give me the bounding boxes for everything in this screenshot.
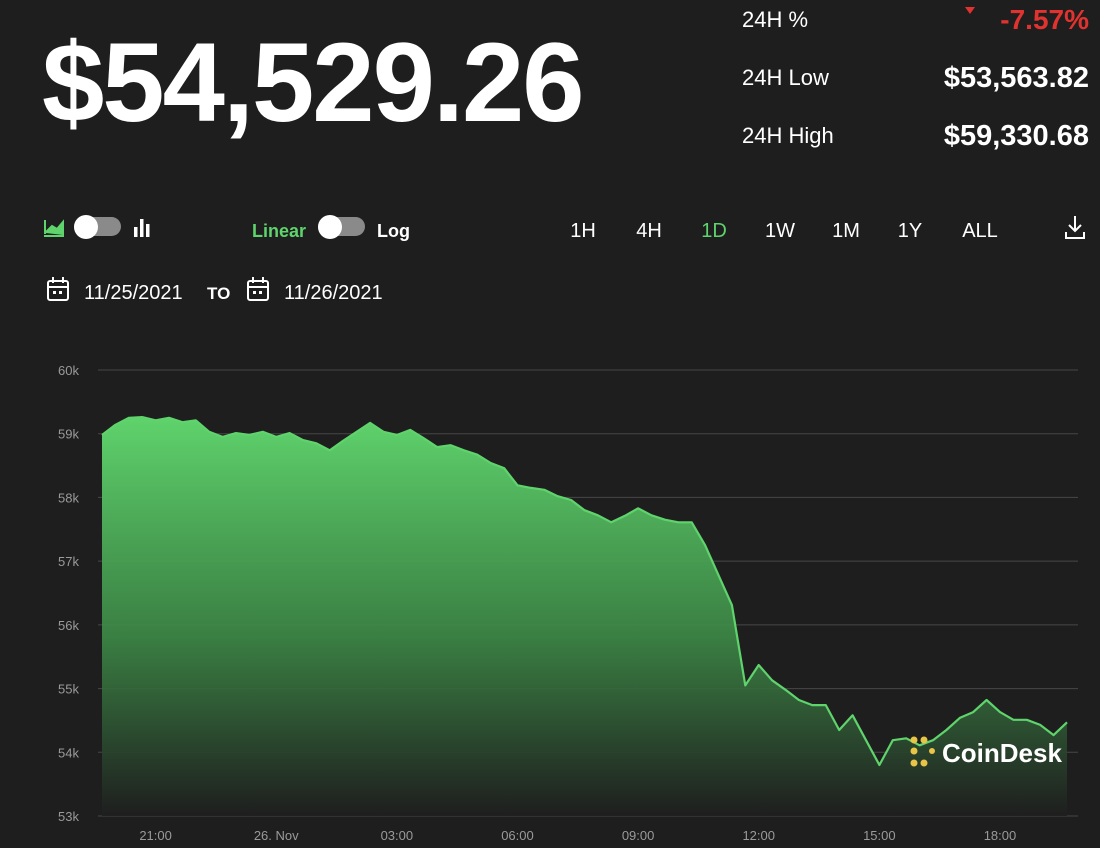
- y-tick-label: 58k: [58, 490, 79, 505]
- y-tick-label: 53k: [58, 809, 79, 824]
- y-tick-label: 55k: [58, 682, 79, 697]
- range-button[interactable]: 1H: [570, 220, 596, 242]
- date-separator: TO: [207, 284, 230, 303]
- down-arrow: [965, 7, 975, 14]
- calendar-icon[interactable]: [47, 277, 69, 301]
- range-buttons: 1H 4H 1D 1W 1M 1Y ALL: [570, 220, 998, 242]
- area: [102, 417, 1067, 816]
- x-tick-label: 09:00: [622, 828, 655, 843]
- x-tick-label: 06:00: [501, 828, 534, 843]
- stats: 24H % -7.57% 24H Low $53,563.82 24H High $59,…: [742, 4, 1089, 152]
- plot: 53k 54k 55k 56k 57k 58k 59k 60k 21:00 26. Nov 03:0…: [58, 363, 1078, 843]
- stat-label: 24H Low: [742, 65, 829, 90]
- stat-label: 24H High: [742, 123, 834, 148]
- range-button[interactable]: 1M: [832, 220, 860, 242]
- scale-option[interactable]: Log: [377, 221, 410, 241]
- line: [101, 416, 1068, 767]
- y-tick-label: 54k: [58, 745, 79, 760]
- x-tick-label: 26. Nov: [254, 828, 299, 843]
- price: $54,529.26: [42, 20, 583, 145]
- type-toggle[interactable]: [74, 215, 121, 239]
- stat-value: $59,330.68: [944, 120, 1089, 152]
- range-button[interactable]: 1W: [765, 220, 795, 242]
- range-button[interactable]: 1D: [701, 220, 727, 242]
- stat-value: $53,563.82: [944, 62, 1089, 94]
- scale-toggle[interactable]: [318, 215, 365, 239]
- x-tick-label: 18:00: [984, 828, 1017, 843]
- y-tick-label: 57k: [58, 554, 79, 569]
- y-tick-label: 59k: [58, 427, 79, 442]
- calendar-icon[interactable]: [247, 277, 269, 301]
- date-from[interactable]: 11/25/2021: [84, 282, 183, 304]
- watermark-logo: [910, 736, 935, 767]
- watermark: CoinDesk: [942, 738, 1062, 768]
- range-button[interactable]: 4H: [636, 220, 662, 242]
- download-icon[interactable]: [1065, 216, 1085, 239]
- x-tick-label: 21:00: [139, 828, 172, 843]
- date-to[interactable]: 11/26/2021: [284, 282, 383, 304]
- stat-label: 24H %: [742, 7, 808, 32]
- scale-option[interactable]: Linear: [252, 221, 306, 241]
- y-tick-label: 60k: [58, 363, 79, 378]
- x-tick-label: 03:00: [381, 828, 414, 843]
- bar-icon: [134, 219, 150, 237]
- range-button[interactable]: ALL: [962, 220, 998, 242]
- area-icon: [43, 219, 64, 237]
- x-tick-label: 12:00: [742, 828, 775, 843]
- y-tick-label: 56k: [58, 618, 79, 633]
- x-tick-label: 15:00: [863, 828, 896, 843]
- range-button[interactable]: 1Y: [898, 220, 922, 242]
- stat-value: -7.57%: [1000, 4, 1089, 35]
